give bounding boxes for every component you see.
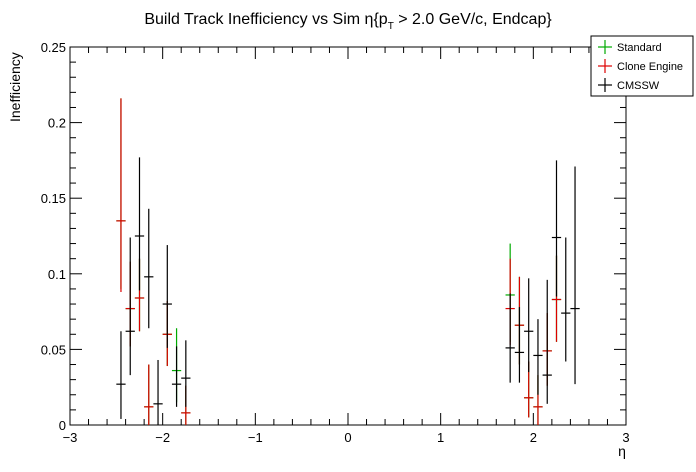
data-point <box>181 340 191 407</box>
legend-box <box>590 35 694 97</box>
y-tick-label: 0 <box>59 418 66 433</box>
data-point <box>144 364 154 425</box>
y-tick-label: 0.05 <box>41 342 66 357</box>
y-tick-label: 0.2 <box>48 116 66 131</box>
y-tick-label: 0.1 <box>48 267 66 282</box>
legend-entry: CMSSW <box>598 78 660 92</box>
x-tick-label: −3 <box>63 430 78 445</box>
data-point <box>162 245 172 348</box>
data-series <box>116 98 580 425</box>
legend: Standard Clone Engine CMSSW <box>590 35 694 97</box>
x-axis-label: η <box>618 443 626 459</box>
y-tick-label: 0.15 <box>41 191 66 206</box>
data-point <box>505 293 515 383</box>
y-axis-label: Inefficiency <box>7 52 23 122</box>
legend-label: Clone Engine <box>617 61 683 73</box>
x-tick-label: 2 <box>530 430 537 445</box>
x-tick-label: −2 <box>155 430 170 445</box>
chart-title-rest: > 2.0 GeV/c, Endcap} <box>394 11 553 28</box>
legend-label: CMSSW <box>617 80 660 92</box>
chart-title: Build Track Inefficiency vs Sim η{pT > 2… <box>144 11 552 32</box>
x-tick-label: 0 <box>344 430 351 445</box>
data-point <box>570 166 580 385</box>
data-point <box>153 359 163 425</box>
data-point <box>144 208 154 329</box>
data-point <box>524 278 534 373</box>
x-tick-label: −1 <box>248 430 263 445</box>
legend-entry: Standard <box>598 40 662 54</box>
y-tick-label: 0.25 <box>41 40 66 55</box>
legend-label: Standard <box>617 42 662 54</box>
chart-title-subscript: T <box>388 21 394 32</box>
y-axis-ticks: 0 0.05 0.1 0.15 0.2 0.25 <box>41 40 626 433</box>
legend-entry: Clone Engine <box>598 59 683 73</box>
data-point <box>134 157 145 291</box>
data-point <box>542 279 552 404</box>
x-tick-label: 1 <box>437 430 444 445</box>
x-tick-label: 3 <box>622 430 629 445</box>
plot-frame <box>69 46 627 426</box>
data-point <box>561 237 571 362</box>
data-point <box>116 331 126 419</box>
data-point <box>171 346 182 407</box>
data-point <box>551 160 562 297</box>
data-point <box>116 98 126 292</box>
series-cmssw <box>116 157 580 425</box>
data-point <box>514 307 525 383</box>
data-point <box>125 237 135 376</box>
data-point <box>533 319 543 395</box>
chart-title-main: Build Track Inefficiency vs Sim η{p <box>144 11 387 28</box>
